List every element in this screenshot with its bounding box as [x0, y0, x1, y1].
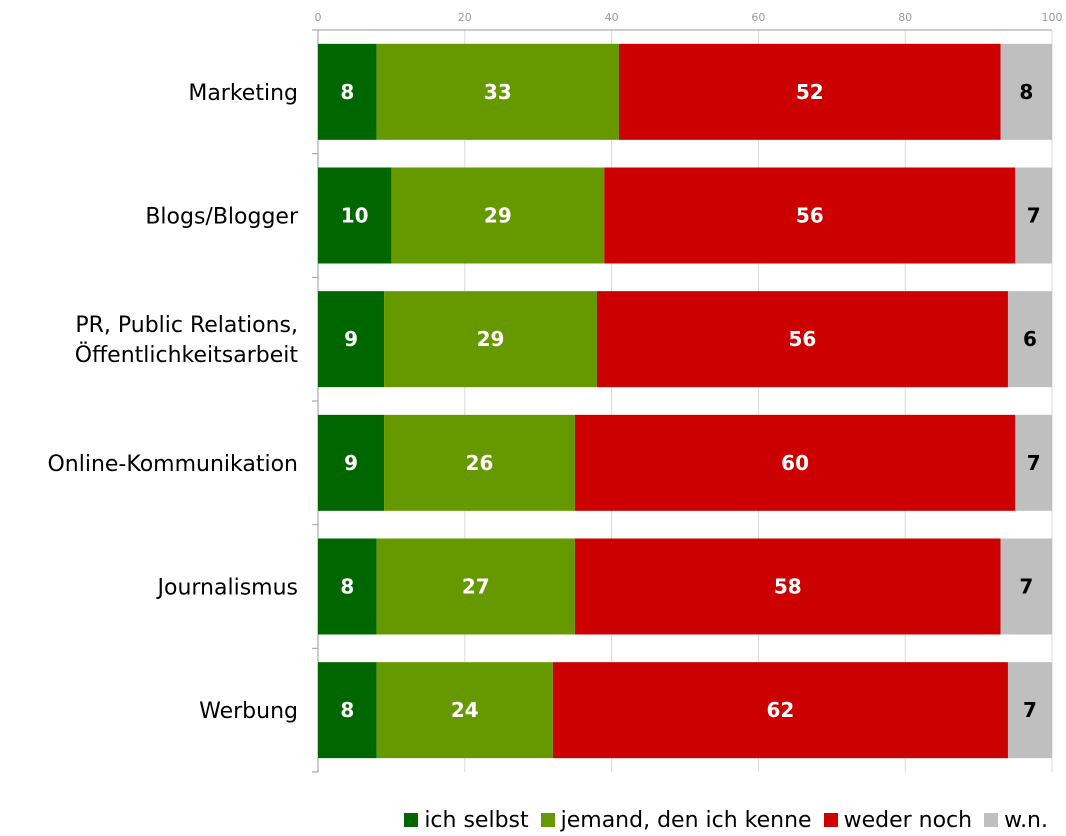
legend-label: weder noch — [843, 807, 973, 833]
bar-segment — [376, 43, 619, 140]
category-label: PR, Public Relations, Öffentlichkeitsarbe… — [75, 313, 299, 368]
category-label: Online-Kommunikation — [47, 452, 298, 477]
data-label: 9 — [344, 327, 358, 351]
legend-swatch — [404, 813, 419, 827]
bar-segment — [376, 662, 553, 759]
legend-label: jemand, den ich kenne — [560, 807, 812, 833]
bar-segment — [1015, 167, 1052, 264]
data-label: 33 — [484, 80, 512, 104]
data-label: 7 — [1027, 204, 1041, 228]
data-label: 29 — [484, 204, 512, 228]
tick-label: 20 — [458, 11, 472, 24]
bar-segment — [391, 167, 605, 264]
category-label: Werbung — [199, 699, 298, 724]
bar-segment — [1015, 414, 1052, 511]
legend-item: jemand, den ich kenne — [540, 807, 812, 833]
data-label: 24 — [451, 698, 479, 722]
category-label: Marketing — [188, 81, 298, 106]
data-label: 6 — [1023, 327, 1037, 351]
bar-segment — [1007, 291, 1052, 388]
bar-segment — [604, 167, 1016, 264]
legend-swatch — [540, 813, 555, 827]
bar-segment — [574, 414, 1016, 511]
bar-segment — [318, 43, 377, 140]
legend-item: w.n. — [984, 808, 1048, 833]
legend-label: ich selbst — [424, 807, 529, 833]
bar-segment — [552, 662, 1008, 759]
bar-segment — [596, 291, 1008, 388]
legend-swatch — [984, 813, 999, 827]
data-label: 10 — [341, 204, 369, 228]
bar-segment — [318, 538, 377, 635]
bar-segment — [618, 43, 1001, 140]
legend-item: weder noch — [823, 807, 973, 833]
data-label: 8 — [1019, 80, 1033, 104]
data-label: 8 — [340, 575, 354, 599]
bar-segment — [384, 414, 575, 511]
bar-segment — [318, 414, 385, 511]
bar-segment — [1000, 43, 1052, 140]
legend-label: w.n. — [1004, 807, 1048, 833]
bar-segment — [1007, 662, 1052, 759]
data-label: 29 — [477, 327, 505, 351]
bar-segment — [318, 291, 385, 388]
data-label: 58 — [774, 575, 802, 599]
bar-segment — [384, 291, 597, 388]
data-label: 8 — [340, 80, 354, 104]
data-label: 62 — [766, 698, 794, 722]
legend-item: ich selbst — [404, 807, 529, 833]
tick-label: 60 — [751, 11, 765, 24]
data-label: 60 — [781, 451, 809, 475]
tick-label: 40 — [605, 11, 619, 24]
data-label: 7 — [1019, 575, 1033, 599]
bar-segment — [1000, 538, 1052, 635]
data-label: 26 — [466, 451, 494, 475]
tick-label: 100 — [1042, 11, 1063, 24]
data-label: 52 — [796, 80, 824, 104]
category-label: Blogs/Blogger — [145, 205, 299, 230]
bar-segment — [376, 538, 575, 635]
bar-segment — [318, 167, 392, 264]
data-label: 9 — [344, 451, 358, 475]
bar-segment — [574, 538, 1001, 635]
chart-legend: ich selbst jemand, den ich kenne weder noc… — [392, 806, 1048, 834]
data-label: 8 — [340, 698, 354, 722]
data-label: 27 — [462, 575, 490, 599]
data-label: 56 — [796, 204, 824, 228]
bar-segment — [318, 662, 377, 759]
data-label: 56 — [789, 327, 817, 351]
tick-label: 80 — [898, 11, 912, 24]
legend-swatch — [823, 813, 838, 827]
category-label: Journalismus — [156, 576, 299, 601]
tick-label: 0 — [315, 11, 322, 24]
data-label: 7 — [1027, 451, 1041, 475]
data-label: 7 — [1023, 698, 1037, 722]
